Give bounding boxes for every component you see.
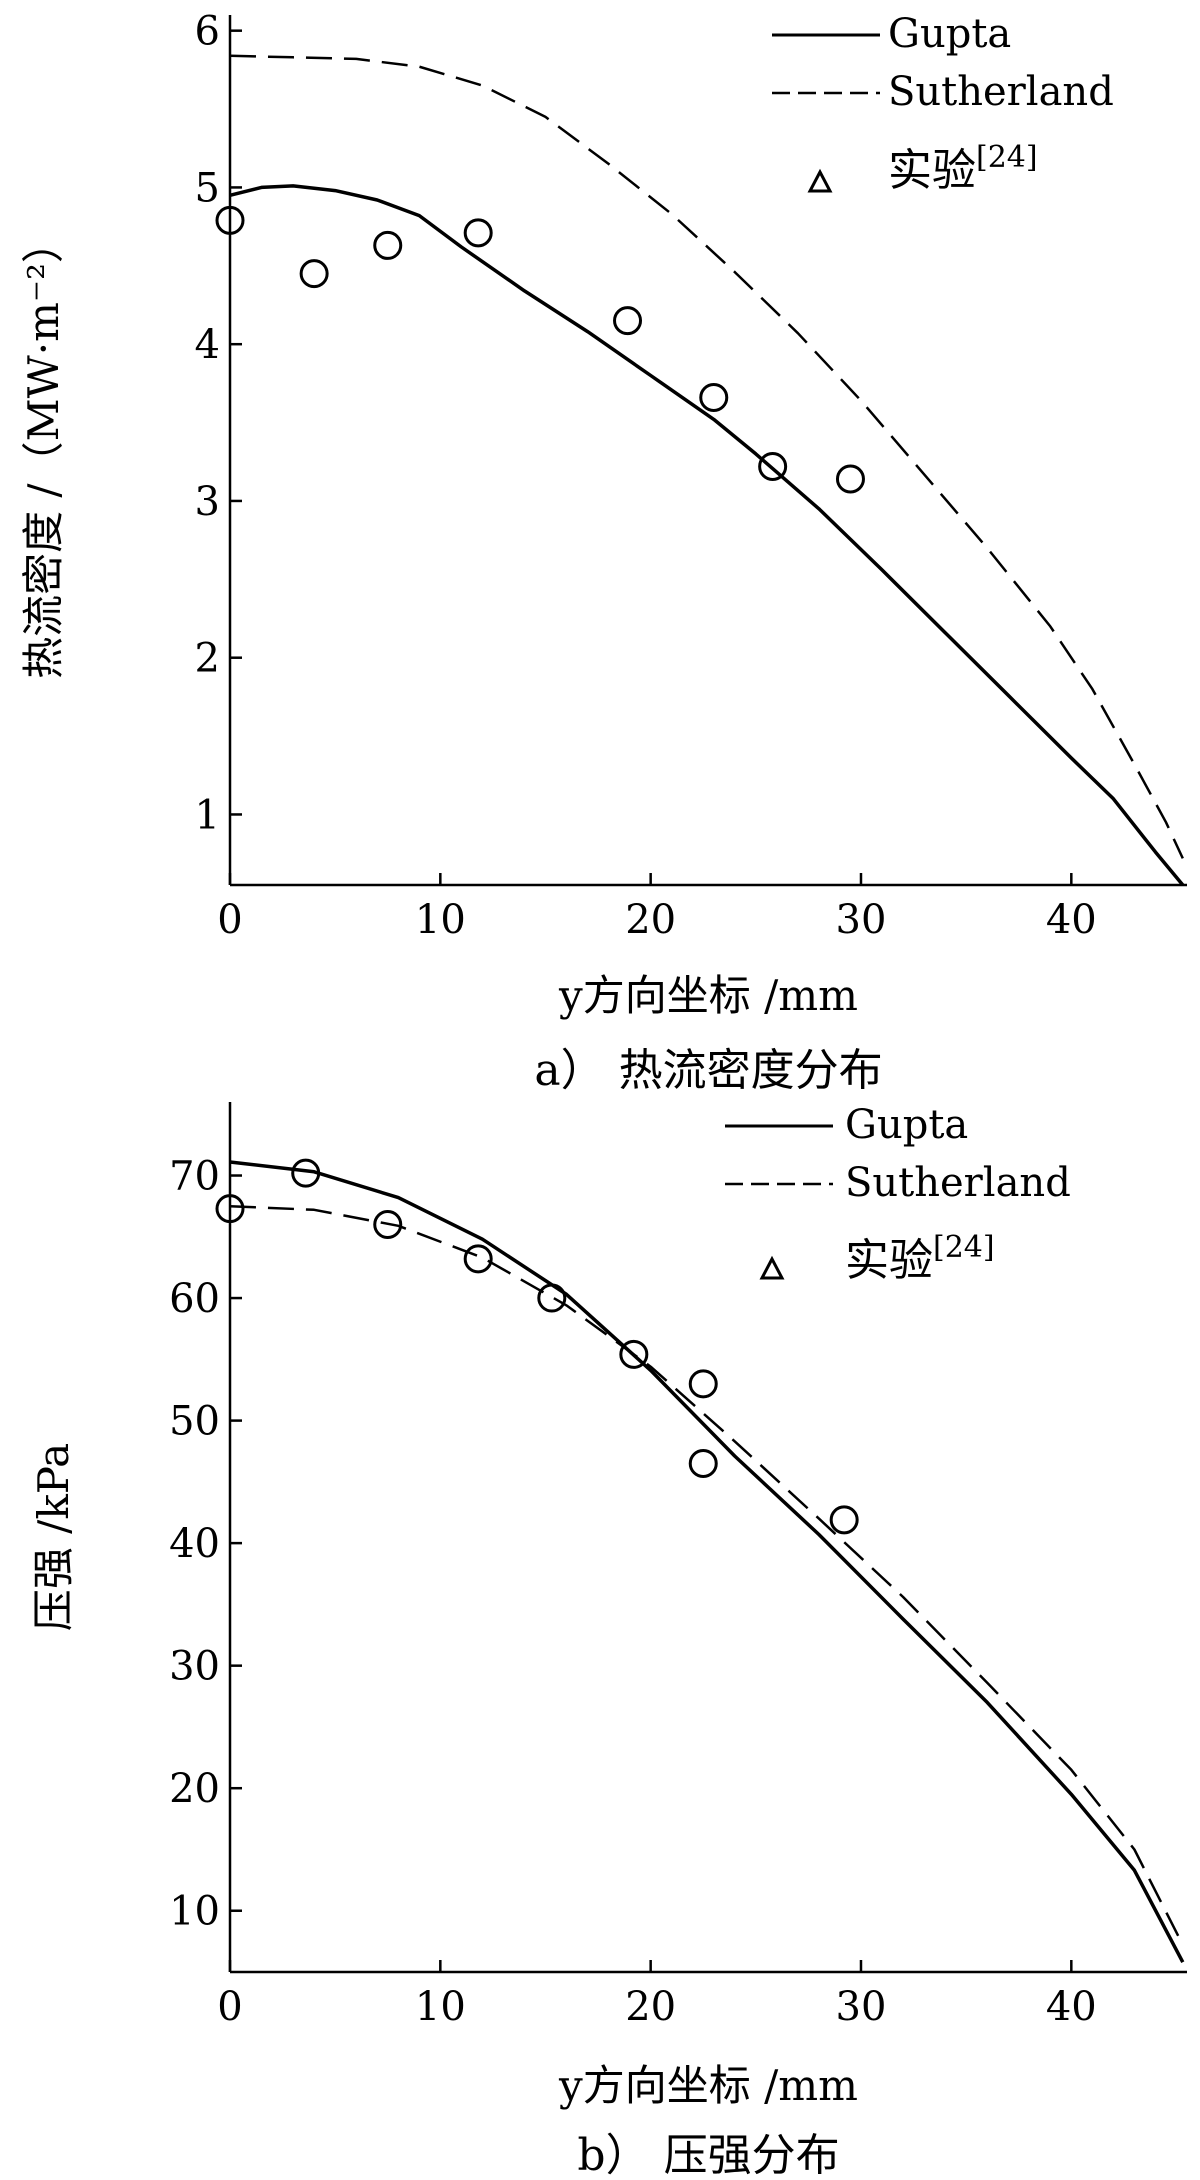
x-tick-label: 0 [217, 897, 242, 943]
sutherland-series-line [229, 1204, 1184, 1946]
experiment-point [758, 451, 788, 481]
experiment-point [215, 1194, 245, 1224]
pressure-chart: 0 10 20 30 40 10 20 30 40 50 60 70 y方向坐标 /mm 压强 /kPa b… [29, 1102, 1187, 2180]
experiment-point [688, 1448, 718, 1478]
y-tick-label: 50 [169, 1399, 220, 1445]
y-tick-label: 70 [169, 1154, 220, 1200]
experiment-point [463, 218, 493, 248]
x-tick-label: 10 [415, 897, 466, 943]
y-axis-label: 压强 /kPa [29, 1443, 78, 1631]
y-tick-label: 20 [169, 1766, 220, 1812]
sutherland-series-line [229, 54, 1184, 859]
experiment-point [373, 1210, 403, 1240]
legend-triangle-marker [759, 1255, 785, 1280]
y-tick-label: 40 [169, 1521, 220, 1567]
legend-label-sutherland: Sutherland [845, 1160, 1071, 1206]
y-tick-label: 1 [195, 792, 220, 838]
y-tick-label: 30 [169, 1644, 220, 1690]
gupta-series-line [229, 184, 1185, 887]
y-tick-label: 10 [169, 1889, 220, 1935]
gupta-series-line [229, 1160, 1185, 1964]
x-tick-label: 0 [217, 1984, 242, 2030]
x-tick-label: 10 [415, 1984, 466, 2030]
chart-caption: b） 压强分布 [577, 2130, 839, 2180]
experiment-point [373, 230, 403, 260]
legend-label-gupta: Gupta [845, 1102, 968, 1148]
y-tick-label: 2 [195, 636, 220, 682]
x-axis-label: y方向坐标 /mm [558, 2061, 858, 2110]
legend-label-sutherland: Sutherland [888, 69, 1114, 115]
legend-label-experiment: 实验[24] [845, 1230, 995, 1286]
x-tick-label: 30 [836, 897, 887, 943]
experiment-point [688, 1369, 718, 1399]
y-tick-label: 6 [195, 9, 220, 55]
experiment-point [215, 205, 245, 235]
legend-triangle-marker [807, 168, 833, 193]
experiment-point [537, 1283, 567, 1313]
y-tick-label: 3 [195, 479, 220, 525]
x-tick-label: 30 [836, 1984, 887, 2030]
y-axis-label: 热流密度 /（MW·m⁻²） [19, 221, 68, 679]
x-tick-label: 20 [625, 1984, 676, 2030]
experiment-point [829, 1505, 859, 1535]
y-tick-label: 4 [195, 322, 220, 368]
experiment-point [463, 1244, 493, 1274]
experiment-point [291, 1158, 321, 1188]
experiment-point [613, 306, 643, 336]
experiment-point [619, 1339, 649, 1369]
y-tick-label: 60 [169, 1276, 220, 1322]
x-tick-label: 40 [1046, 897, 1097, 943]
experiment-point [299, 259, 329, 289]
heat-flux-chart: 0 10 20 30 40 1 2 3 4 5 6 y方向坐标 /mm 热流密度 /（MW·m⁻²） a）… [19, 9, 1187, 1096]
experiment-point [699, 382, 729, 412]
legend-label-experiment: 实验[24] [888, 140, 1038, 196]
legend-label-gupta: Gupta [888, 11, 1011, 57]
x-tick-label: 20 [625, 897, 676, 943]
chart-caption: a） 热流密度分布 [534, 1045, 882, 1096]
experiment-point [835, 464, 865, 494]
x-axis-label: y方向坐标 /mm [558, 971, 858, 1020]
y-tick-label: 5 [195, 165, 220, 211]
x-tick-label: 40 [1046, 1984, 1097, 2030]
